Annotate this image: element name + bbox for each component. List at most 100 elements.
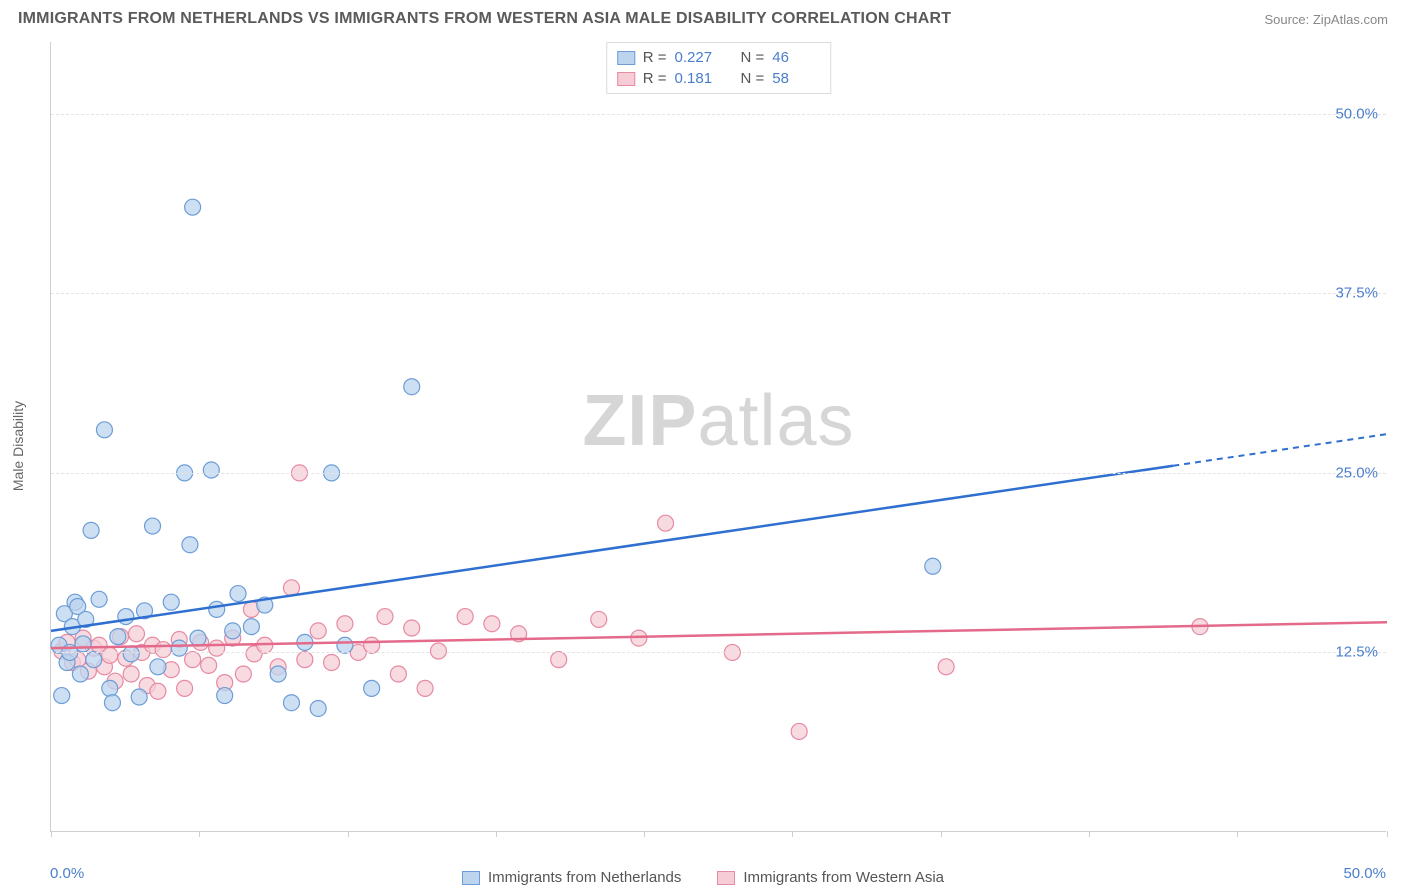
x-tick	[644, 831, 645, 837]
x-tick	[792, 831, 793, 837]
data-point	[123, 646, 139, 662]
chart-plot-area: ZIPatlas R = 0.227 N = 46 R = 0.181 N = …	[50, 42, 1386, 832]
data-point	[377, 609, 393, 625]
legend-label-netherlands: Immigrants from Netherlands	[488, 869, 681, 886]
data-point	[270, 666, 286, 682]
gridline	[51, 293, 1386, 294]
swatch-western-asia	[617, 72, 635, 86]
y-tick-label: 37.5%	[1335, 285, 1378, 302]
data-point	[225, 623, 241, 639]
source-label: Source: ZipAtlas.com	[1264, 12, 1388, 27]
chart-title: IMMIGRANTS FROM NETHERLANDS VS IMMIGRANT…	[18, 10, 951, 28]
data-point	[310, 623, 326, 639]
y-tick-label: 25.0%	[1335, 464, 1378, 481]
r-label: R =	[643, 70, 667, 87]
gridline	[51, 473, 1386, 474]
data-point	[203, 462, 219, 478]
data-point	[163, 594, 179, 610]
data-point	[91, 591, 107, 607]
data-point	[297, 652, 313, 668]
data-point	[209, 640, 225, 656]
gridline	[51, 114, 1386, 115]
trend-line	[51, 466, 1173, 631]
data-point	[86, 652, 102, 668]
x-axis-max-label: 50.0%	[1343, 865, 1386, 882]
r-value-western-asia: 0.181	[675, 70, 723, 87]
x-tick	[348, 831, 349, 837]
y-axis-label: Male Disability	[10, 401, 26, 491]
data-point	[364, 680, 380, 696]
data-point	[185, 652, 201, 668]
trend-line	[1173, 434, 1387, 466]
data-point	[54, 688, 70, 704]
data-point	[123, 666, 139, 682]
legend-row-netherlands: R = 0.227 N = 46	[617, 47, 821, 68]
data-point	[658, 515, 674, 531]
data-point	[484, 616, 500, 632]
data-point	[104, 695, 120, 711]
data-point	[72, 666, 88, 682]
data-point	[390, 666, 406, 682]
swatch-netherlands	[462, 871, 480, 885]
data-point	[404, 379, 420, 395]
data-point	[145, 518, 161, 534]
r-label: R =	[643, 49, 667, 66]
series-legend: Immigrants from Netherlands Immigrants f…	[0, 869, 1406, 886]
data-point	[182, 537, 198, 553]
data-point	[591, 611, 607, 627]
x-tick	[941, 831, 942, 837]
data-point	[938, 659, 954, 675]
x-tick	[1387, 831, 1388, 837]
data-point	[324, 655, 340, 671]
legend-item-netherlands: Immigrants from Netherlands	[462, 869, 681, 886]
data-point	[217, 688, 233, 704]
data-point	[457, 609, 473, 625]
correlation-legend: R = 0.227 N = 46 R = 0.181 N = 58	[606, 42, 832, 94]
data-point	[171, 640, 187, 656]
data-point	[75, 636, 91, 652]
legend-item-western-asia: Immigrants from Western Asia	[717, 869, 944, 886]
data-point	[185, 199, 201, 215]
data-point	[404, 620, 420, 636]
data-point	[102, 680, 118, 696]
scatter-plot-svg	[51, 42, 1386, 831]
data-point	[177, 680, 193, 696]
legend-row-western-asia: R = 0.181 N = 58	[617, 68, 821, 89]
legend-label-western-asia: Immigrants from Western Asia	[743, 869, 944, 886]
data-point	[150, 659, 166, 675]
x-tick	[1237, 831, 1238, 837]
y-tick-label: 12.5%	[1335, 644, 1378, 661]
data-point	[430, 643, 446, 659]
x-tick	[1089, 831, 1090, 837]
data-point	[118, 609, 134, 625]
y-tick-label: 50.0%	[1335, 105, 1378, 122]
data-point	[102, 647, 118, 663]
n-label: N =	[741, 49, 765, 66]
data-point	[243, 619, 259, 635]
data-point	[209, 601, 225, 617]
data-point	[551, 652, 567, 668]
data-point	[131, 689, 147, 705]
x-tick	[51, 831, 52, 837]
data-point	[310, 700, 326, 716]
swatch-western-asia	[717, 871, 735, 885]
data-point	[283, 695, 299, 711]
data-point	[150, 683, 166, 699]
data-point	[337, 637, 353, 653]
data-point	[230, 586, 246, 602]
x-axis-min-label: 0.0%	[50, 865, 84, 882]
n-label: N =	[741, 70, 765, 87]
data-point	[417, 680, 433, 696]
x-tick	[496, 831, 497, 837]
data-point	[190, 630, 206, 646]
data-point	[83, 522, 99, 538]
gridline	[51, 652, 1386, 653]
data-point	[155, 642, 171, 658]
data-point	[110, 629, 126, 645]
data-point	[364, 637, 380, 653]
data-point	[235, 666, 251, 682]
data-point	[96, 422, 112, 438]
x-tick	[199, 831, 200, 837]
data-point	[129, 626, 145, 642]
swatch-netherlands	[617, 51, 635, 65]
